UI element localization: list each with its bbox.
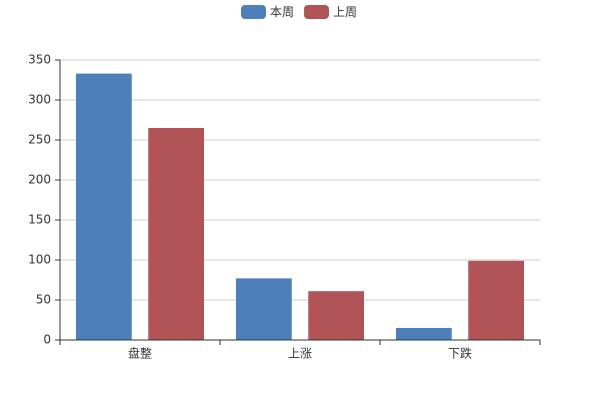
x-tick-label: 盘整: [128, 346, 152, 361]
y-tick-label: 0: [43, 333, 51, 347]
y-tick-label: 50: [36, 293, 51, 307]
y-tick-label: 300: [28, 93, 51, 107]
bar: [236, 278, 292, 340]
legend-label[interactable]: 本周: [270, 5, 294, 19]
legend-icon[interactable]: [241, 5, 266, 19]
legend-label[interactable]: 上周: [333, 5, 357, 19]
bar: [148, 128, 204, 340]
y-tick-label: 200: [28, 173, 51, 187]
y-tick-label: 250: [28, 133, 51, 147]
bar: [76, 73, 132, 340]
y-tick-label: 100: [28, 253, 51, 267]
x-tick-label: 上涨: [288, 346, 312, 361]
x-tick-label: 下跌: [448, 346, 472, 361]
y-tick-label: 150: [28, 213, 51, 227]
bar: [396, 328, 452, 340]
y-tick-label: 350: [28, 53, 51, 67]
bar: [308, 291, 364, 340]
legend-icon[interactable]: [304, 5, 330, 19]
bar: [468, 260, 524, 340]
